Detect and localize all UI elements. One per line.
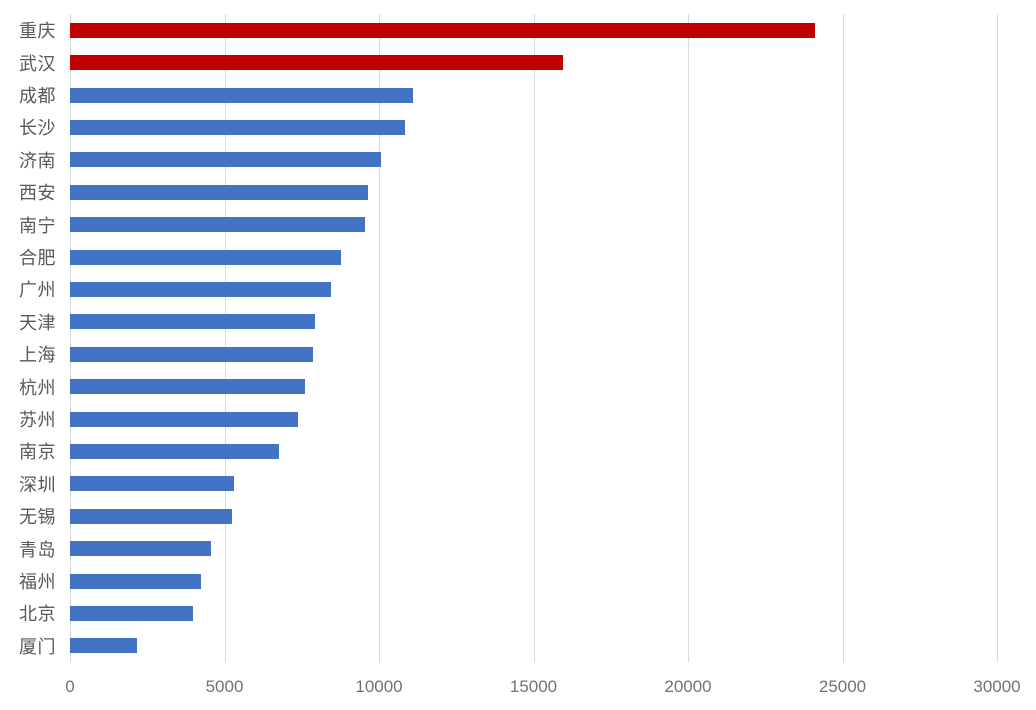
category-label: 青岛 <box>19 539 56 560</box>
bar <box>70 411 298 427</box>
category-label: 南京 <box>19 442 56 463</box>
bar <box>70 508 232 524</box>
x-tick-label: 25000 <box>818 677 867 696</box>
bar <box>70 605 193 621</box>
bar <box>70 314 315 330</box>
bar <box>70 379 305 395</box>
category-label: 广州 <box>19 280 56 301</box>
category-label: 合肥 <box>19 247 56 268</box>
bar <box>70 184 369 200</box>
bar <box>70 152 381 168</box>
category-label: 西安 <box>19 183 56 204</box>
x-tick-label: 10000 <box>355 677 403 696</box>
x-tick-label: 20000 <box>664 677 712 696</box>
bar <box>70 217 366 233</box>
category-label: 天津 <box>19 312 56 333</box>
gridline <box>997 14 998 662</box>
gridline <box>842 14 844 662</box>
bar <box>70 249 341 265</box>
gridline <box>379 14 380 662</box>
category-label: 无锡 <box>19 507 56 528</box>
bar <box>70 638 137 654</box>
category-label: 上海 <box>19 345 56 366</box>
bar <box>70 55 563 71</box>
x-tick-label: 30000 <box>973 677 1021 696</box>
category-label: 武汉 <box>19 53 56 74</box>
category-label: 深圳 <box>19 474 56 495</box>
category-label: 苏州 <box>19 409 56 430</box>
bar <box>70 346 314 362</box>
bar <box>70 281 331 297</box>
category-label: 北京 <box>19 604 56 625</box>
category-label: 厦门 <box>19 636 56 657</box>
bar <box>70 476 234 492</box>
category-label: 济南 <box>19 150 56 171</box>
category-label: 福州 <box>19 571 56 592</box>
gridline <box>224 14 226 662</box>
category-label: 长沙 <box>19 118 56 139</box>
bar <box>70 573 202 589</box>
category-label: 重庆 <box>19 21 56 42</box>
bar <box>70 443 279 459</box>
category-label: 成都 <box>19 85 56 106</box>
x-tick-label: 15000 <box>509 677 558 696</box>
bar <box>70 541 211 557</box>
category-label: 南宁 <box>19 215 56 236</box>
gridline <box>688 14 689 662</box>
gridline <box>70 14 71 662</box>
bar <box>70 119 406 135</box>
bar <box>70 22 815 38</box>
x-tick-label: 5000 <box>205 677 244 696</box>
category-label: 杭州 <box>19 377 56 398</box>
gridline <box>533 14 535 662</box>
bar <box>70 87 413 103</box>
x-tick-label: 0 <box>65 677 75 696</box>
